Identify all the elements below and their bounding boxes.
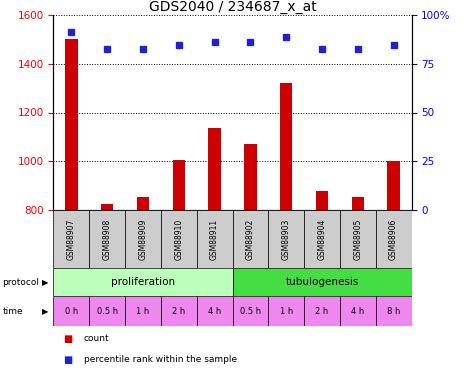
Text: proliferation: proliferation	[111, 277, 175, 287]
Bar	[340, 296, 376, 326]
Text: GSM88904: GSM88904	[318, 218, 326, 260]
Bar	[208, 128, 221, 210]
Bar	[161, 296, 197, 326]
Text: GSM88906: GSM88906	[389, 218, 398, 260]
Text: 4 h: 4 h	[351, 307, 365, 316]
Bar	[197, 210, 232, 268]
Bar	[376, 210, 412, 268]
Text: 0 h: 0 h	[65, 307, 78, 316]
Text: percentile rank within the sample: percentile rank within the sample	[84, 356, 237, 364]
Bar	[197, 296, 232, 326]
Text: GSM88909: GSM88909	[139, 218, 147, 260]
Text: GSM88908: GSM88908	[103, 218, 112, 259]
Text: GSM88907: GSM88907	[67, 218, 76, 260]
Bar	[387, 161, 400, 210]
Text: GSM88902: GSM88902	[246, 218, 255, 259]
Bar	[268, 210, 304, 268]
Bar	[53, 268, 232, 296]
Text: 1 h: 1 h	[136, 307, 150, 316]
Bar	[137, 196, 149, 210]
Text: 0.5 h: 0.5 h	[97, 307, 118, 316]
Bar	[53, 210, 89, 268]
Text: 0.5 h: 0.5 h	[240, 307, 261, 316]
Bar	[352, 196, 364, 210]
Text: ▶: ▶	[42, 278, 49, 286]
Bar	[304, 296, 340, 326]
Text: ■: ■	[63, 355, 72, 365]
Bar	[125, 210, 161, 268]
Text: 1 h: 1 h	[279, 307, 293, 316]
Title: GDS2040 / 234687_x_at: GDS2040 / 234687_x_at	[149, 0, 316, 14]
Text: ▶: ▶	[42, 307, 49, 316]
Bar	[244, 144, 257, 210]
Text: GSM88903: GSM88903	[282, 218, 291, 260]
Bar	[125, 296, 161, 326]
Text: count: count	[84, 334, 109, 344]
Text: GSM88911: GSM88911	[210, 219, 219, 260]
Text: ■: ■	[63, 334, 72, 344]
Text: 8 h: 8 h	[387, 307, 400, 316]
Text: time: time	[2, 307, 23, 316]
Text: 4 h: 4 h	[208, 307, 221, 316]
Bar	[340, 210, 376, 268]
Text: 2 h: 2 h	[172, 307, 186, 316]
Bar	[268, 296, 304, 326]
Text: tubulogenesis: tubulogenesis	[286, 277, 359, 287]
Bar	[232, 210, 268, 268]
Bar	[101, 204, 113, 210]
Bar	[376, 296, 412, 326]
Bar	[161, 210, 197, 268]
Bar	[65, 39, 78, 210]
Bar	[232, 268, 412, 296]
Bar	[304, 210, 340, 268]
Text: GSM88905: GSM88905	[353, 218, 362, 260]
Bar	[232, 296, 268, 326]
Bar	[89, 296, 125, 326]
Text: GSM88910: GSM88910	[174, 218, 183, 259]
Bar	[53, 296, 89, 326]
Bar	[173, 160, 185, 210]
Bar	[280, 83, 292, 210]
Bar	[89, 210, 125, 268]
Bar	[316, 190, 328, 210]
Text: protocol: protocol	[2, 278, 40, 286]
Text: 2 h: 2 h	[315, 307, 329, 316]
